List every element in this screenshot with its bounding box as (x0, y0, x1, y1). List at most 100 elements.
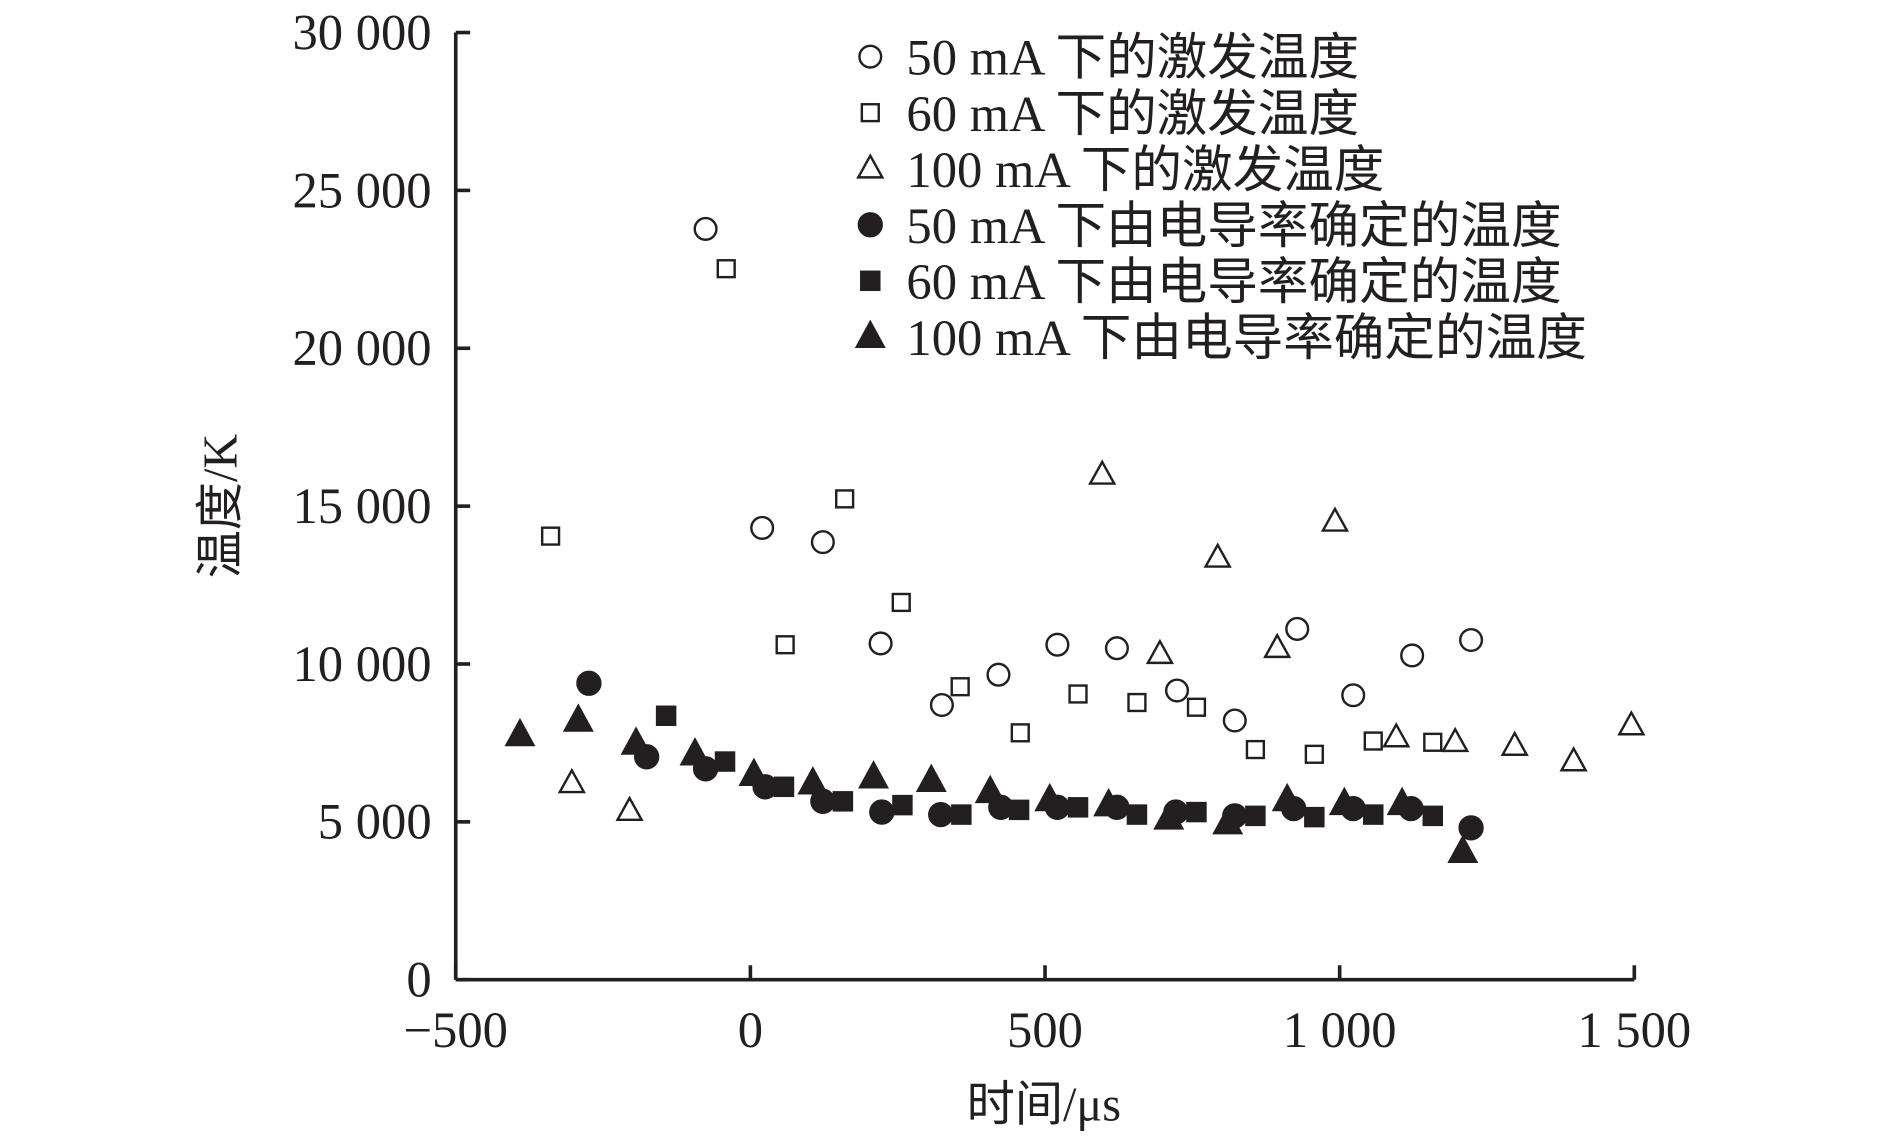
x-tick-label: 0 (738, 1002, 763, 1058)
data-point (655, 705, 677, 727)
data-point (693, 216, 718, 241)
data-point (951, 804, 972, 825)
legend-marker (854, 319, 886, 349)
data-point (915, 763, 947, 793)
x-tick-label: 1 000 (1283, 1002, 1397, 1058)
data-point (557, 767, 586, 794)
legend-label: 60 mA 下由电导率确定的温度 (906, 254, 1561, 310)
legend-marker (860, 103, 880, 123)
series-1 (693, 216, 1484, 733)
data-point (1459, 627, 1484, 653)
data-point (1271, 782, 1303, 812)
data-point (716, 259, 736, 279)
data-point (1328, 786, 1360, 816)
data-point (540, 526, 561, 546)
data-point (974, 774, 1006, 804)
data-point (858, 760, 890, 789)
data-point (929, 692, 954, 718)
data-point (868, 631, 893, 656)
y-tick-label: 0 (406, 952, 431, 1008)
data-point (1500, 730, 1529, 756)
y-tick-label: 5 000 (318, 794, 432, 850)
data-point (1010, 723, 1030, 743)
data-point (1126, 804, 1148, 825)
data-point (1245, 739, 1266, 760)
x-tick-label: 500 (1007, 1002, 1083, 1058)
data-point (810, 530, 835, 555)
legend-label: 60 mA 下的激发温度 (906, 86, 1359, 142)
data-point (750, 515, 775, 540)
data-point (1164, 678, 1190, 703)
data-points (504, 216, 1646, 864)
y-tick-label: 30 000 (292, 4, 431, 60)
data-point (1186, 801, 1207, 823)
data-point (1203, 542, 1232, 568)
data-point (1222, 708, 1247, 733)
legend-marker (860, 270, 881, 292)
data-point (615, 795, 644, 822)
data-point (562, 703, 594, 732)
data-point (1263, 632, 1292, 659)
data-point (892, 794, 913, 816)
data-point (576, 670, 602, 696)
data-point (1423, 732, 1443, 752)
y-tick-label: 10 000 (292, 636, 431, 692)
data-point (1068, 684, 1088, 704)
data-point (1186, 697, 1207, 717)
legend-marker (857, 212, 883, 238)
legend-label: 100 mA 下由电导率确定的温度 (906, 310, 1586, 366)
series-5 (655, 705, 1444, 828)
data-point (1067, 797, 1089, 818)
data-point (1447, 834, 1479, 864)
data-point (1422, 805, 1444, 827)
data-point (1145, 638, 1175, 665)
data-point (1304, 806, 1325, 828)
x-tick-label: 1 500 (1577, 1002, 1691, 1058)
data-point (1153, 801, 1185, 830)
y-tick-label: 25 000 (292, 162, 431, 218)
series-2 (540, 259, 1443, 764)
x-tick-label: −500 (404, 1002, 508, 1058)
series-6 (504, 703, 1479, 864)
data-point (1363, 804, 1384, 825)
data-point (738, 757, 770, 787)
data-point (1045, 632, 1070, 657)
data-point (679, 737, 711, 766)
data-point (1093, 787, 1125, 817)
data-point (1363, 731, 1383, 751)
data-point (714, 751, 736, 772)
data-point (1034, 782, 1066, 812)
data-point (1212, 805, 1244, 835)
data-point (1088, 459, 1117, 485)
legend-marker (858, 44, 883, 69)
data-point (773, 776, 795, 798)
legend-label: 50 mA 下由电导率确定的温度 (906, 198, 1561, 254)
data-point (1245, 805, 1266, 827)
data-point (1559, 746, 1588, 772)
data-point (1400, 643, 1425, 668)
legend-label: 100 mA 下的激发温度 (906, 142, 1384, 198)
data-point (928, 801, 954, 828)
data-point (1285, 616, 1310, 642)
data-point (869, 799, 895, 825)
data-point (1341, 683, 1366, 708)
data-point (1320, 506, 1350, 532)
legend-label: 50 mA 下的激发温度 (906, 30, 1359, 86)
legend-marker (856, 153, 885, 179)
y-tick-label: 15 000 (292, 478, 431, 534)
data-point (1458, 815, 1484, 841)
data-point (1104, 636, 1129, 661)
x-axis-label: 时间/μs (967, 1079, 1121, 1132)
data-point (835, 489, 855, 509)
data-point (775, 635, 795, 655)
data-point (1127, 692, 1147, 713)
data-point (1382, 722, 1411, 748)
y-tick-label: 20 000 (292, 320, 431, 376)
data-point (620, 726, 652, 755)
data-point (504, 717, 536, 747)
data-point (832, 791, 854, 812)
data-point (986, 662, 1011, 687)
